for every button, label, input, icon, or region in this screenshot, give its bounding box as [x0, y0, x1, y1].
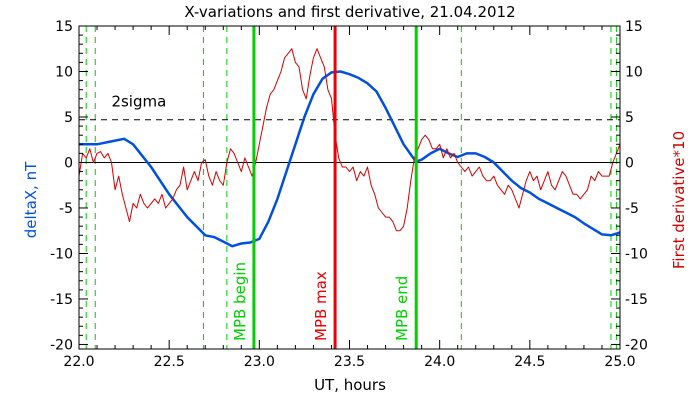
y-tick-label-right: -20: [625, 337, 648, 353]
y-tick-label-right: 15: [625, 19, 643, 35]
series-line-derivative: [78, 48, 621, 232]
x-tick-label: 24.0: [424, 354, 455, 370]
y-tick-label-right: -5: [625, 201, 639, 217]
mpb-end-label: MPB end: [393, 276, 411, 341]
x-tick-label: 23.5: [334, 354, 365, 370]
y-tick-label-left: 10: [55, 64, 73, 80]
x-tick-label: 22.5: [154, 354, 185, 370]
y-tick-label-right: -10: [625, 246, 648, 262]
series-line-deltaX: [79, 70, 621, 248]
x-tick-label: 23.0: [244, 354, 275, 370]
y-tick-label-right: -15: [625, 292, 648, 308]
y-tick-label-right: 0: [625, 155, 634, 171]
sigma-label: 2sigma: [111, 93, 166, 111]
y-tick-label-left: -15: [50, 292, 73, 308]
y-tick-label-left: 15: [55, 19, 73, 35]
mpb-max-label: MPB max: [312, 271, 330, 341]
y-tick-label-right: 5: [625, 110, 634, 126]
y-tick-label-left: -20: [50, 337, 73, 353]
y-tick-label-right: 10: [625, 64, 643, 80]
chart-title: X-variations and first derivative, 21.04…: [184, 3, 515, 21]
x-tick-label: 25.0: [604, 354, 635, 370]
x-axis-title: UT, hours: [314, 376, 386, 394]
y-axis-title-right: First derivative*10: [670, 131, 688, 269]
x-tick-label: 22.0: [63, 354, 94, 370]
y-tick-label-left: -10: [50, 246, 73, 262]
y-tick-label-left: -5: [59, 201, 73, 217]
mpb-begin-label: MPB begin: [231, 262, 249, 341]
x-tick-label: 24.5: [514, 354, 545, 370]
y-tick-label-left: 0: [64, 155, 73, 171]
y-tick-label-left: 5: [64, 110, 73, 126]
y-axis-title-left: deltaX, nT: [22, 161, 40, 238]
plot-area: 2sigma MPB begin MPB max MPB end 15 15 10 10 5 5 0…: [50, 19, 648, 370]
